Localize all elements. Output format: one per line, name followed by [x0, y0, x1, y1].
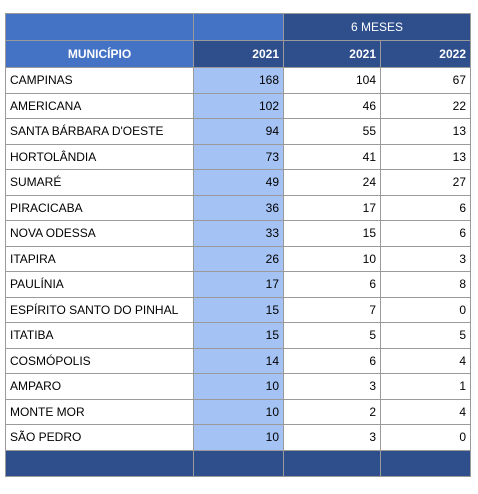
table-row: SANTA BÁRBARA D'OESTE 94 55 13: [5, 118, 471, 145]
footer-cell: [380, 449, 471, 477]
footer-row: [5, 449, 471, 477]
number-cell: 5: [380, 322, 471, 349]
number-cell: 4: [380, 398, 471, 425]
municipality-cell: SÃO PEDRO: [5, 424, 194, 451]
number-cell: 6: [283, 347, 381, 374]
number-cell: 15: [193, 322, 284, 349]
data-table: 6 MESES MUNICÍPIO 2021 2021 2022 CAMPINA…: [5, 13, 471, 477]
table-row: NOVA ODESSA 33 15 6: [5, 220, 471, 247]
number-cell: 17: [193, 271, 284, 298]
footer-cell: [193, 449, 284, 477]
footer-cell: [5, 449, 194, 477]
column-header: 2021: [283, 40, 381, 68]
number-cell: 41: [283, 143, 381, 170]
number-cell: 6: [283, 271, 381, 298]
municipality-cell: SUMARÉ: [5, 169, 194, 196]
table-row: CAMPINAS 168 104 67: [5, 67, 471, 94]
number-cell: 36: [193, 194, 284, 221]
number-cell: 7: [283, 296, 381, 323]
number-cell: 27: [380, 169, 471, 196]
number-cell: 0: [380, 424, 471, 451]
municipality-cell: ITATIBA: [5, 322, 194, 349]
number-cell: 55: [283, 118, 381, 145]
number-cell: 104: [283, 67, 381, 94]
column-header: 2022: [380, 40, 471, 68]
table-row: PAULÍNIA 17 6 8: [5, 271, 471, 298]
number-cell: 10: [193, 373, 284, 400]
number-cell: 13: [380, 143, 471, 170]
number-cell: 6: [380, 194, 471, 221]
column-header-row: MUNICÍPIO 2021 2021 2022: [5, 40, 471, 68]
table-row: SUMARÉ 49 24 27: [5, 169, 471, 196]
number-cell: 10: [283, 245, 381, 272]
table-row: COSMÓPOLIS 14 6 4: [5, 347, 471, 374]
number-cell: 26: [193, 245, 284, 272]
number-cell: 168: [193, 67, 284, 94]
number-cell: 22: [380, 92, 471, 119]
table-row: PIRACICABA 36 17 6: [5, 194, 471, 221]
municipality-cell: HORTOLÂNDIA: [5, 143, 194, 170]
number-cell: 13: [380, 118, 471, 145]
number-cell: 94: [193, 118, 284, 145]
number-cell: 102: [193, 92, 284, 119]
column-header: MUNICÍPIO: [5, 40, 194, 68]
column-header: 2021: [193, 40, 284, 68]
header-cell: [193, 13, 284, 41]
footer-cell: [283, 449, 381, 477]
table-row: ITATIBA 15 5 5: [5, 322, 471, 349]
number-cell: 5: [283, 322, 381, 349]
number-cell: 1: [380, 373, 471, 400]
table-row: SÃO PEDRO 10 3 0: [5, 424, 471, 451]
municipality-cell: ESPÍRITO SANTO DO PINHAL: [5, 296, 194, 323]
number-cell: 2: [283, 398, 381, 425]
municipality-cell: PIRACICABA: [5, 194, 194, 221]
table-row: ESPÍRITO SANTO DO PINHAL 15 7 0: [5, 296, 471, 323]
municipality-cell: NOVA ODESSA: [5, 220, 194, 247]
number-cell: 3: [283, 424, 381, 451]
municipality-cell: AMERICANA: [5, 92, 194, 119]
municipality-cell: AMPARO: [5, 373, 194, 400]
number-cell: 15: [193, 296, 284, 323]
number-cell: 15: [283, 220, 381, 247]
number-cell: 10: [193, 398, 284, 425]
number-cell: 3: [380, 245, 471, 272]
number-cell: 6: [380, 220, 471, 247]
number-cell: 8: [380, 271, 471, 298]
number-cell: 46: [283, 92, 381, 119]
table-row: AMPARO 10 3 1: [5, 373, 471, 400]
municipality-cell: SANTA BÁRBARA D'OESTE: [5, 118, 194, 145]
municipality-cell: PAULÍNIA: [5, 271, 194, 298]
table-row: AMERICANA 102 46 22: [5, 92, 471, 119]
number-cell: 17: [283, 194, 381, 221]
number-cell: 4: [380, 347, 471, 374]
number-cell: 14: [193, 347, 284, 374]
municipality-cell: MONTE MOR: [5, 398, 194, 425]
header-cell: [5, 13, 194, 41]
table-row: ITAPIRA 26 10 3: [5, 245, 471, 272]
table-row: HORTOLÂNDIA 73 41 13: [5, 143, 471, 170]
number-cell: 33: [193, 220, 284, 247]
group-header: 6 MESES: [283, 13, 471, 41]
table-body: 6 MESES MUNICÍPIO 2021 2021 2022 CAMPINA…: [5, 13, 471, 477]
number-cell: 49: [193, 169, 284, 196]
table-row: MONTE MOR 10 2 4: [5, 398, 471, 425]
group-header-row: 6 MESES: [5, 13, 471, 41]
number-cell: 3: [283, 373, 381, 400]
municipality-cell: ITAPIRA: [5, 245, 194, 272]
number-cell: 67: [380, 67, 471, 94]
municipality-cell: COSMÓPOLIS: [5, 347, 194, 374]
number-cell: 10: [193, 424, 284, 451]
municipality-cell: CAMPINAS: [5, 67, 194, 94]
number-cell: 24: [283, 169, 381, 196]
number-cell: 0: [380, 296, 471, 323]
number-cell: 73: [193, 143, 284, 170]
